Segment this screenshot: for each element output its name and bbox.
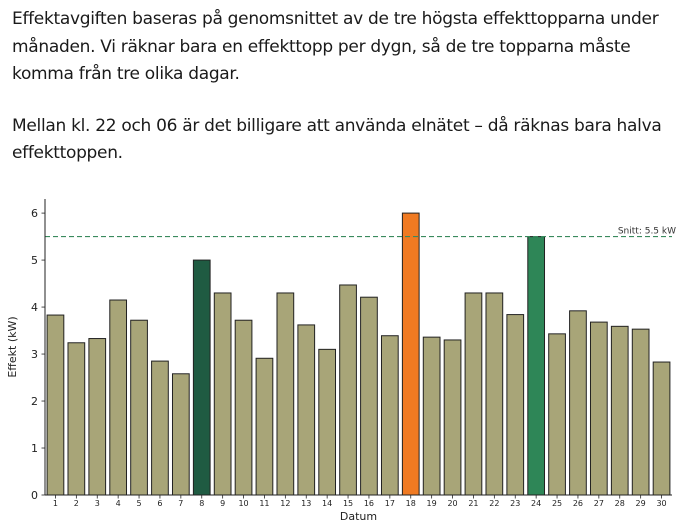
bar-day-29 [631,328,650,496]
y-ticks-group: 0 1 2 3 4 5 6 [31,207,45,502]
x-tick-label-26: 26 [573,499,583,508]
bar-day-10 [234,319,253,496]
x-tick-label-1: 1 [53,499,58,508]
bar-day-30 [652,361,671,496]
x-tick-label-7: 7 [178,499,183,508]
bar-day-27 [589,321,608,496]
x-tick-label-30: 30 [656,499,666,508]
x-tick-label-14: 14 [322,499,332,508]
x-tick-label-11: 11 [259,499,269,508]
bar-day-25 [548,333,566,496]
bar-day-14 [318,348,337,496]
x-tick-label-3: 3 [95,499,100,508]
bar-day-20 [443,339,462,496]
x-tick-label-28: 28 [615,499,625,508]
x-tick-label-25: 25 [552,499,562,508]
x-ticks-group: 1 2 3 4 5 6 7 8 9 10 11 12 13 14 15 16 17 18 19 20 21 22 23 24 2… [53,495,667,508]
effect-bar-chart: 1 2 3 4 5 6 7 8 9 10 11 12 13 14 15 16 17 18 19 20 21 22 23 24 2… [6,199,676,523]
bar-day-13 [297,324,316,496]
bar-day-23 [506,314,525,496]
x-tick-label-8: 8 [199,499,204,508]
bar-day-26 [569,310,587,496]
bar-day-11 [255,357,274,496]
y-tick-label-4: 4 [31,301,38,314]
x-tick-label-5: 5 [137,499,142,508]
x-tick-label-13: 13 [301,499,311,508]
bar-day-12 [276,292,295,496]
y-tick-label-3: 3 [31,348,38,361]
x-tick-label-18: 18 [406,499,416,508]
bar-day-17 [380,335,399,496]
bar-day-3 [88,338,107,496]
bar-day-2 [67,342,86,496]
x-tick-label-19: 19 [427,499,437,508]
bar-day-9 [213,292,232,496]
x-axis-title: Datum [340,510,377,523]
x-tick-label-22: 22 [489,499,499,508]
bar-day-1 [46,314,65,496]
bar-day-22 [485,292,504,496]
x-tick-label-12: 12 [280,499,290,508]
y-axis-title: Effekt (kW) [6,316,19,377]
bar-day-28 [610,325,629,496]
intro-paragraph-2: Mellan kl. 22 och 06 är det billigare at… [12,115,662,164]
bar-day-7 [171,373,190,496]
x-tick-label-17: 17 [385,499,395,508]
x-tick-label-4: 4 [116,499,121,508]
x-tick-label-29: 29 [636,499,646,508]
bar-day-8 [192,259,211,496]
bar-day-15 [339,284,357,496]
bar-day-16 [360,296,378,496]
x-tick-label-2: 2 [74,499,79,508]
y-tick-label-2: 2 [31,395,38,408]
x-tick-label-24: 24 [531,499,541,508]
bar-day-6 [151,360,169,496]
bar-day-24 [527,236,546,496]
x-tick-label-9: 9 [220,499,225,508]
x-tick-label-21: 21 [468,499,478,508]
y-tick-label-1: 1 [31,442,38,455]
x-tick-label-6: 6 [157,499,162,508]
average-reference-label: Snitt: 5.5 kW [618,227,676,237]
y-tick-label-5: 5 [31,254,38,267]
bar-day-19 [422,336,441,496]
bars-group [46,212,671,496]
bar-day-5 [130,319,148,496]
bar-day-18 [401,212,420,496]
y-tick-label-0: 0 [31,489,38,502]
x-tick-label-15: 15 [343,499,353,508]
intro-paragraph-1: Effektavgiften baseras på genomsnittet a… [12,9,659,84]
x-tick-label-27: 27 [594,499,604,508]
intro-text: Effektavgiften baseras på genomsnittet a… [12,6,682,168]
x-tick-label-23: 23 [510,499,520,508]
x-tick-label-10: 10 [238,499,248,508]
y-tick-label-6: 6 [31,207,38,220]
bar-day-21 [464,292,483,496]
bar-day-4 [109,299,128,496]
x-tick-label-16: 16 [364,499,374,508]
x-tick-label-20: 20 [447,499,457,508]
